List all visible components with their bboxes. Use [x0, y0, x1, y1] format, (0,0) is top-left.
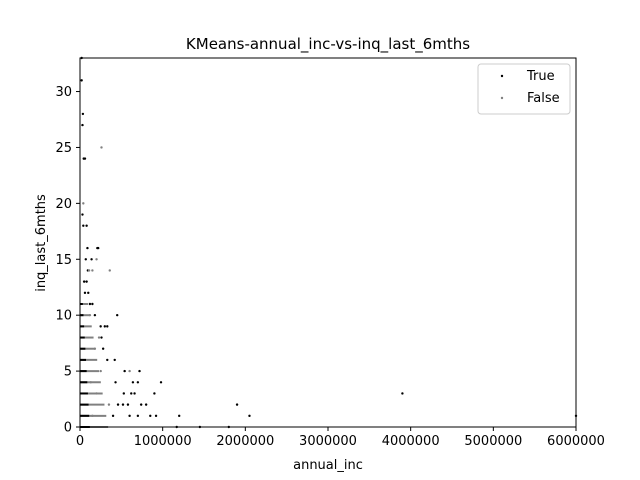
- legend-marker-false: [500, 96, 504, 100]
- y-tick-label: 10: [55, 309, 72, 324]
- point-true: [88, 302, 92, 306]
- point-true: [87, 291, 90, 295]
- legend-box: [477, 63, 571, 115]
- x-tick-label: 0: [76, 434, 84, 449]
- point-false: [93, 347, 97, 350]
- point-true: [82, 280, 86, 283]
- point-true: [83, 291, 87, 295]
- point-false: [91, 414, 94, 418]
- point-true: [122, 392, 126, 395]
- point-true: [178, 414, 181, 418]
- point-true: [144, 403, 148, 406]
- point-true: [82, 224, 85, 227]
- point-true: [81, 112, 85, 116]
- point-true: [235, 403, 239, 406]
- point-true: [131, 381, 135, 384]
- point-true: [401, 392, 404, 395]
- y-axis-label: inq_last_6mths: [34, 194, 49, 292]
- point-false: [97, 336, 101, 339]
- x-tick-label: 5000000: [464, 434, 522, 449]
- point-false: [88, 313, 92, 317]
- point-true: [101, 347, 105, 350]
- point-false: [89, 381, 92, 384]
- point-true: [116, 313, 119, 317]
- point-true: [139, 403, 143, 406]
- point-true: [116, 403, 120, 406]
- plot-marks: [80, 56, 578, 429]
- point-true: [96, 246, 100, 250]
- legend-label-true: True: [526, 69, 555, 84]
- point-true: [106, 325, 109, 328]
- point-true: [248, 414, 251, 418]
- point-false: [91, 269, 94, 272]
- point-true: [113, 358, 116, 362]
- x-tick-label: 3000000: [299, 434, 357, 449]
- point-false: [82, 202, 85, 205]
- point-true: [85, 224, 88, 227]
- point-true: [159, 381, 163, 384]
- point-true: [81, 123, 84, 127]
- point-true: [100, 336, 103, 339]
- x-tick-label: 2000000: [216, 434, 274, 449]
- point-true: [84, 258, 87, 261]
- point-true: [106, 358, 109, 362]
- point-true: [136, 381, 140, 384]
- point-true: [91, 302, 94, 306]
- y-tick-label: 0: [64, 421, 72, 436]
- point-true: [130, 392, 133, 395]
- y-tick-label: 25: [55, 141, 72, 156]
- point-true: [154, 414, 158, 418]
- point-true: [86, 246, 89, 250]
- y-axis-ticks: 0 5 10 15 20 25 30: [55, 85, 80, 436]
- point-true: [111, 414, 115, 418]
- y-tick-label: 20: [55, 197, 72, 212]
- point-true: [93, 313, 97, 317]
- point-true: [121, 403, 125, 406]
- y-tick-label: 15: [55, 253, 72, 268]
- chart-title: KMeans-annual_inc-vs-inq_last_6mths: [186, 35, 470, 54]
- point-false: [100, 146, 103, 149]
- x-tick-label: 6000000: [547, 434, 605, 449]
- point-false: [95, 392, 98, 395]
- point-true: [153, 392, 156, 395]
- point-true: [126, 403, 130, 406]
- point-false: [128, 369, 131, 373]
- point-true: [136, 414, 140, 418]
- legend-label-false: False: [527, 91, 560, 106]
- x-axis-ticks: 0 1000000 2000000 3000000 4000000 5000000 6000…: [76, 427, 605, 449]
- point-true: [123, 369, 126, 373]
- point-true: [81, 213, 84, 216]
- x-tick-label: 4000000: [382, 434, 440, 449]
- point-true: [103, 325, 107, 328]
- y-tick-label: 5: [64, 365, 72, 380]
- point-false: [99, 369, 102, 373]
- point-false: [107, 403, 111, 406]
- point-false: [108, 269, 111, 272]
- point-true: [149, 414, 152, 418]
- point-true: [128, 414, 131, 418]
- y-tick-label: 30: [55, 85, 72, 100]
- legend-marker-true: [500, 74, 504, 78]
- point-true: [83, 157, 87, 160]
- point-true: [138, 369, 141, 373]
- x-tick-label: 1000000: [134, 434, 192, 449]
- point-true: [99, 325, 102, 328]
- point-false: [95, 258, 98, 261]
- point-true: [114, 381, 117, 384]
- x-axis-label: annual_inc: [293, 458, 363, 473]
- point-true: [133, 392, 136, 395]
- point-false: [87, 269, 91, 272]
- legend: True False: [477, 63, 571, 115]
- plot-frame: [79, 57, 577, 428]
- point-true: [80, 79, 83, 82]
- point-true: [90, 258, 93, 261]
- point-true: [85, 280, 88, 283]
